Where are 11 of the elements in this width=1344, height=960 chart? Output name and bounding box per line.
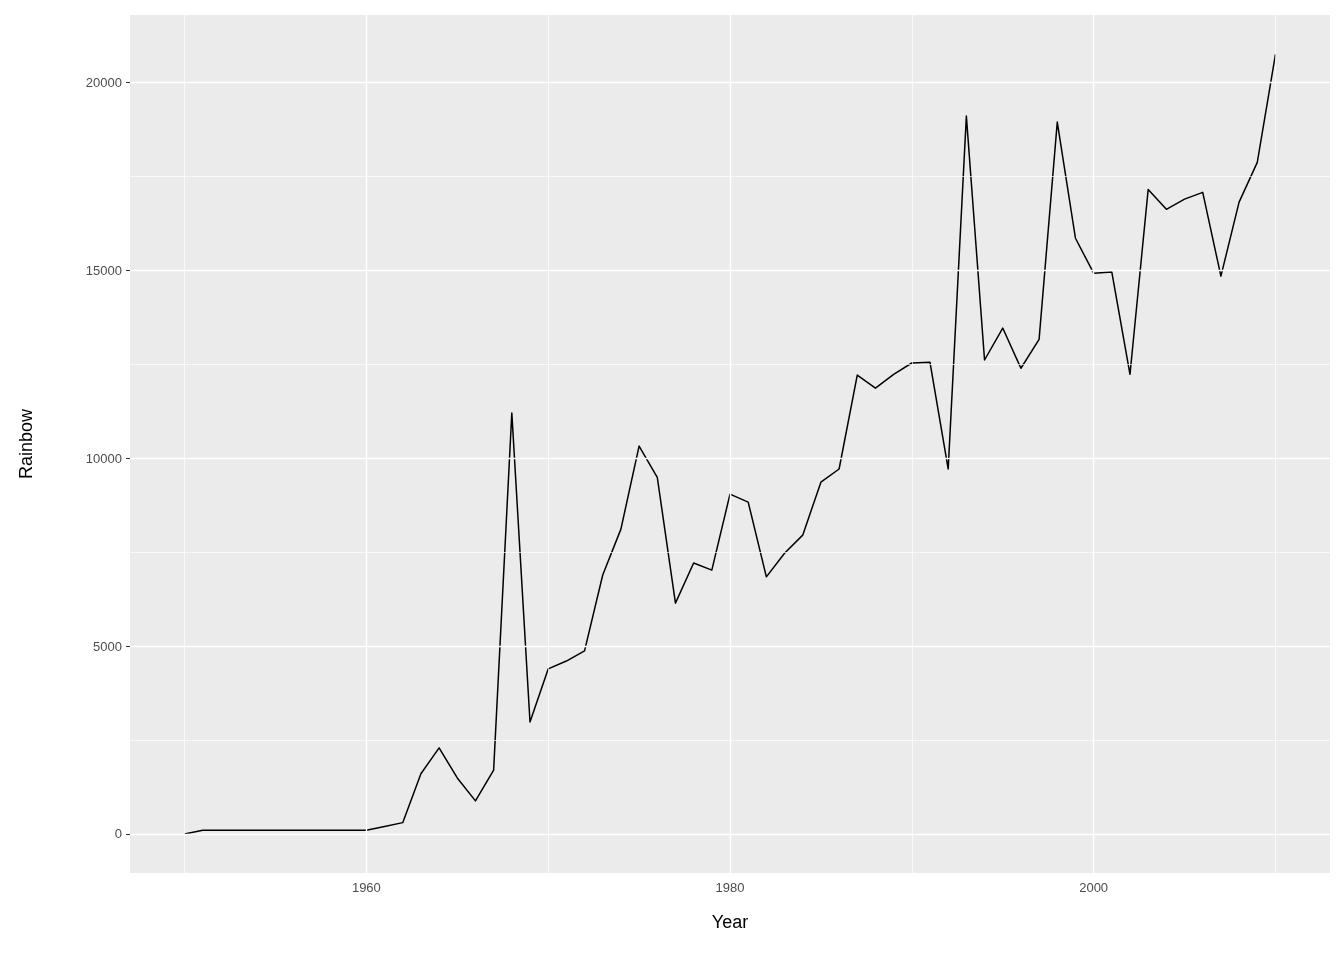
x-tick-label: 2000	[1079, 880, 1109, 895]
line-series	[183, 53, 1277, 835]
y-tick-label: 0	[114, 826, 122, 842]
x-tick-label: 1960	[351, 880, 381, 895]
y-tick-label: 15000	[85, 262, 122, 278]
y-tick-label: 5000	[93, 638, 122, 654]
y-tick-label: 20000	[85, 74, 122, 90]
x-axis-title: Year	[711, 912, 749, 932]
y-tick-label: 10000	[85, 450, 122, 466]
x-tick-label: 1980	[715, 880, 745, 895]
y-axis-title: Rainbow	[16, 407, 36, 480]
